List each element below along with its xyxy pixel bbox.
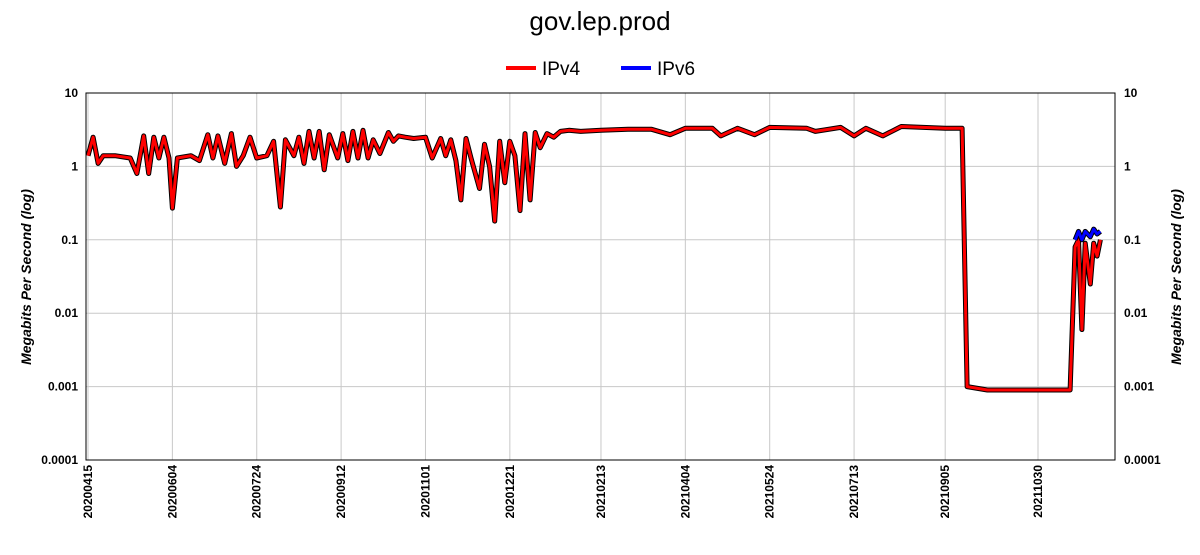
x-tick-label: 20200724	[250, 465, 264, 519]
tick-labels: 10 10 1 1 0.1 0.1 0.01 0.01 0.001 0.001 0.0001 0.00…	[41, 86, 1161, 518]
x-tick-label: 20201221	[503, 465, 517, 519]
y-tick-label-left: 1	[71, 159, 78, 173]
legend-label-ipv4: IPv4	[542, 59, 580, 80]
y-tick-label-left: 0.1	[61, 233, 78, 247]
x-tick-label: 20211030	[1031, 465, 1045, 518]
x-tick-label: 20210524	[763, 465, 777, 519]
x-tick-label: 20200912	[334, 465, 348, 519]
series-lines	[85, 124, 1103, 393]
x-tick-label: 20210905	[938, 465, 952, 519]
chart-title: gov.lep.prod	[529, 6, 670, 36]
legend: IPv4 IPv6	[506, 59, 695, 80]
x-tick-label: 20200415	[81, 465, 95, 519]
legend-label-ipv6: IPv6	[657, 59, 695, 80]
x-tick-label: 20210213	[594, 465, 608, 519]
y-tick-label-left: 0.001	[48, 380, 78, 394]
y-tick-label-left: 0.0001	[41, 453, 78, 467]
y-tick-label-left: 0.01	[55, 306, 79, 320]
y-tick-label-left: 10	[65, 86, 79, 100]
y-tick-label-right: 0.1	[1124, 233, 1141, 247]
y-tick-label-right: 0.01	[1124, 306, 1148, 320]
series-line-ipv6	[1073, 227, 1102, 242]
plot-frame	[85, 92, 1116, 461]
y-tick-label-right: 10	[1124, 86, 1138, 100]
y-tick-label-right: 0.0001	[1124, 453, 1161, 467]
x-tick-label: 20201101	[418, 465, 432, 518]
y-axis-title-left: Megabits Per Second (log)	[18, 189, 34, 365]
x-tick-label: 20210404	[678, 465, 692, 519]
x-tick-label: 20210713	[847, 465, 861, 519]
series-line-ipv4	[86, 125, 1102, 392]
y-tick-label-right: 0.001	[1124, 380, 1154, 394]
y-axis-title-right: Megabits Per Second (log)	[1168, 189, 1184, 365]
y-tick-label-right: 1	[1124, 159, 1131, 173]
x-tick-label: 20200604	[165, 465, 179, 519]
